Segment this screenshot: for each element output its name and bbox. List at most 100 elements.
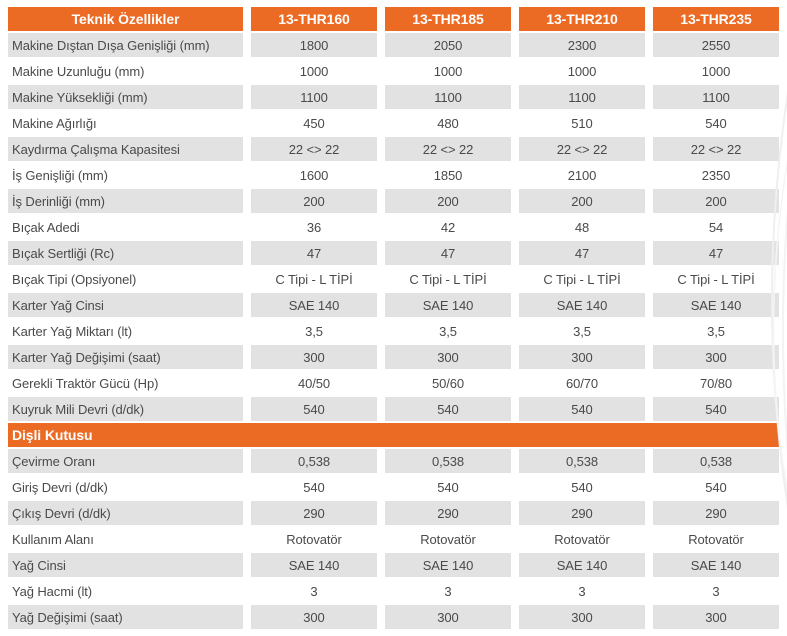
table-row: Kullanım Alanı Rotovatör Rotovatör Rotovatö… [8,527,779,551]
column-header-model-2: 13-THR185 [385,7,511,31]
table-body: Makine Dıştan Dışa Genişliği (mm) 1800 205… [8,33,779,629]
row-label: Kaydırma Çalışma Kapasitesi [8,137,243,161]
cell-value: 0,538 [519,449,645,473]
cell-value: 60/70 [519,371,645,395]
cell-value: 2300 [519,33,645,57]
cell-value: 540 [519,475,645,499]
cell-value: 3,5 [519,319,645,343]
specs-table: Teknik Özellikler 13-THR160 13-THR185 13… [0,5,787,631]
cell-value: 2350 [653,163,779,187]
cell-value: SAE 140 [251,553,377,577]
table-row: İş Genişliği (mm) 1600 1850 2100 2350 [8,163,779,187]
cell-value: 2550 [653,33,779,57]
cell-value: 36 [251,215,377,239]
cell-value: 0,538 [653,449,779,473]
table-row: Makine Uzunluğu (mm) 1000 1000 1000 1000 [8,59,779,83]
table-row: Karter Yağ Miktarı (lt) 3,5 3,5 3,5 3,5 [8,319,779,343]
row-label: Bıçak Tipi (Opsiyonel) [8,267,243,291]
cell-value: 540 [385,397,511,421]
table-header-row: Teknik Özellikler 13-THR160 13-THR185 13… [8,7,779,31]
section-title: Dişli Kutusu [8,423,779,447]
row-label: Bıçak Adedi [8,215,243,239]
row-label: Karter Yağ Miktarı (lt) [8,319,243,343]
table-row: Makine Dıştan Dışa Genişliği (mm) 1800 205… [8,33,779,57]
cell-value: Rotovatör [251,527,377,551]
cell-value: 1100 [385,85,511,109]
row-label: Yağ Cinsi [8,553,243,577]
cell-value: 1800 [251,33,377,57]
table-row: Kaydırma Çalışma Kapasitesi 22 <> 22 22 <>… [8,137,779,161]
cell-value: 300 [251,605,377,629]
cell-value: 2050 [385,33,511,57]
cell-value: 200 [251,189,377,213]
table-row: Çıkış Devri (d/dk) 290 290 290 290 [8,501,779,525]
cell-value: 47 [653,241,779,265]
cell-value: 47 [519,241,645,265]
cell-value: 54 [653,215,779,239]
cell-value: 3 [251,579,377,603]
row-label: Makine Dıştan Dışa Genişliği (mm) [8,33,243,57]
section-header-row: Dişli Kutusu [8,423,779,447]
cell-value: 47 [385,241,511,265]
cell-value: 290 [653,501,779,525]
cell-value: 1000 [385,59,511,83]
cell-value: 290 [251,501,377,525]
table-row: Gerekli Traktör Gücü (Hp) 40/50 50/60 60/70… [8,371,779,395]
cell-value: 300 [251,345,377,369]
table-row: İş Derinliği (mm) 200 200 200 200 [8,189,779,213]
cell-value: 300 [519,345,645,369]
cell-value: 540 [385,475,511,499]
cell-value: 1600 [251,163,377,187]
row-label: Çevirme Oranı [8,449,243,473]
cell-value: 1000 [251,59,377,83]
cell-value: 540 [251,397,377,421]
cell-value: 50/60 [385,371,511,395]
table-row: Makine Ağırlığı 450 480 510 540 [8,111,779,135]
row-label: İş Genişliği (mm) [8,163,243,187]
cell-value: SAE 140 [385,553,511,577]
cell-value: 200 [653,189,779,213]
cell-value: 3 [653,579,779,603]
table-row: Bıçak Sertliği (Rc) 47 47 47 47 [8,241,779,265]
table-row: Bıçak Tipi (Opsiyonel) C Tipi - L TİPİ C T… [8,267,779,291]
table-row: Yağ Değişimi (saat) 300 300 300 300 [8,605,779,629]
table-row: Yağ Hacmi (lt) 3 3 3 3 [8,579,779,603]
column-header-model-3: 13-THR210 [519,7,645,31]
cell-value: Rotovatör [653,527,779,551]
column-header-model-1: 13-THR160 [251,7,377,31]
cell-value: SAE 140 [251,293,377,317]
table-row: Kuyruk Mili Devri (d/dk) 540 540 540 540 [8,397,779,421]
cell-value: 1100 [653,85,779,109]
cell-value: 540 [519,397,645,421]
cell-value: 1850 [385,163,511,187]
row-label: Bıçak Sertliği (Rc) [8,241,243,265]
cell-value: 540 [653,397,779,421]
cell-value: 540 [653,475,779,499]
cell-value: SAE 140 [519,553,645,577]
cell-value: 1000 [519,59,645,83]
cell-value: 3 [385,579,511,603]
cell-value: 40/50 [251,371,377,395]
cell-value: 300 [653,345,779,369]
table-row: Makine Yüksekliği (mm) 1100 1100 1100 1100 [8,85,779,109]
table-row: Bıçak Adedi 36 42 48 54 [8,215,779,239]
cell-value: 47 [251,241,377,265]
cell-value: 0,538 [251,449,377,473]
table-row: Yağ Cinsi SAE 140 SAE 140 SAE 140 SAE 140 [8,553,779,577]
cell-value: 3 [519,579,645,603]
cell-value: SAE 140 [519,293,645,317]
cell-value: 3,5 [653,319,779,343]
cell-value: SAE 140 [385,293,511,317]
cell-value: 540 [653,111,779,135]
cell-value: 300 [519,605,645,629]
cell-value: 3,5 [385,319,511,343]
cell-value: 1000 [653,59,779,83]
cell-value: Rotovatör [519,527,645,551]
cell-value: 290 [519,501,645,525]
row-label: Karter Yağ Cinsi [8,293,243,317]
cell-value: C Tipi - L TİPİ [385,267,511,291]
cell-value: C Tipi - L TİPİ [251,267,377,291]
row-label: Yağ Hacmi (lt) [8,579,243,603]
cell-value: 48 [519,215,645,239]
